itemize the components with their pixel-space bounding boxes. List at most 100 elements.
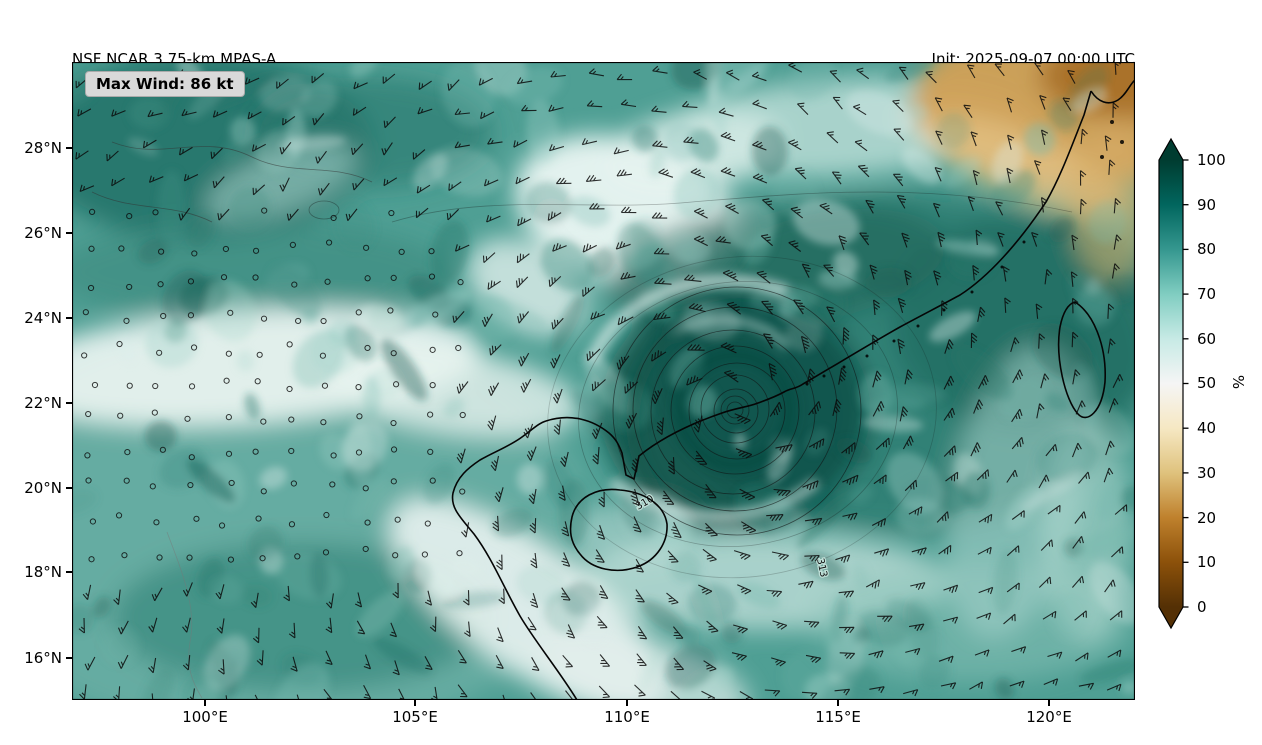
humidity-texture-blob <box>181 670 226 700</box>
humidity-texture-blob <box>259 76 310 112</box>
wind-barb <box>715 235 731 244</box>
wind-barb <box>800 335 810 354</box>
wind-barb <box>1106 683 1122 692</box>
calm-wind-circle <box>390 446 398 453</box>
humidity-texture-blob <box>92 596 111 618</box>
wind-barb <box>1040 373 1050 389</box>
wind-barb <box>925 70 937 84</box>
wind-barb <box>1012 369 1024 384</box>
wind-barb <box>383 177 398 187</box>
x-axis-label-100e: 100°E <box>182 708 228 726</box>
wind-barb <box>1107 303 1115 319</box>
calm-wind-circle <box>227 556 235 563</box>
wind-barb <box>741 521 757 534</box>
wind-barb <box>804 517 823 526</box>
wind-barb <box>352 178 365 191</box>
wind-barb <box>1105 440 1115 456</box>
wind-barb <box>826 131 839 144</box>
wind-barb <box>859 232 870 246</box>
wind-barb <box>486 215 501 223</box>
y-axis-label-26n: 26°N <box>24 224 62 242</box>
humidity-texture-blob <box>351 478 389 520</box>
wind-barb <box>558 485 566 501</box>
humidity-texture-blob <box>638 650 660 695</box>
calm-wind-circle <box>118 245 125 252</box>
calm-wind-circle <box>252 448 259 455</box>
calm-wind-circle <box>286 385 293 393</box>
wind-barb <box>1109 610 1123 621</box>
wind-barb <box>790 206 804 219</box>
wind-barb <box>808 438 825 450</box>
humidity-texture-blob <box>269 264 322 319</box>
wind-barb <box>290 656 298 672</box>
wind-barb <box>482 252 496 264</box>
wind-barb <box>1006 469 1018 483</box>
wind-barb <box>794 167 807 180</box>
wind-barb <box>317 182 330 196</box>
wind-barb <box>944 339 954 354</box>
wind-barb <box>1006 167 1014 184</box>
wind-barb <box>1040 539 1054 551</box>
colorbar-extend-top <box>1159 139 1183 160</box>
wind-barb <box>517 217 532 227</box>
wind-barb <box>1006 582 1020 593</box>
wind-barb <box>771 657 786 667</box>
wind-barb <box>686 375 703 386</box>
calm-wind-circle <box>429 477 436 484</box>
wind-barb <box>111 177 125 187</box>
wind-barb <box>1006 97 1014 113</box>
wind-barb <box>616 169 632 177</box>
humidity-texture-blob <box>259 466 288 490</box>
wind-barb <box>764 689 781 697</box>
humidity-texture-blob <box>540 239 594 292</box>
wind-barb <box>585 174 602 182</box>
humidity-texture-blob <box>356 590 404 638</box>
wind-barb <box>752 99 767 110</box>
wind-barb <box>966 64 976 79</box>
wind-barb <box>977 546 992 555</box>
humidity-texture-blob <box>999 377 1048 422</box>
wind-barb <box>1070 271 1078 287</box>
humidity-texture-blob <box>161 270 209 325</box>
wind-barb <box>1011 437 1024 450</box>
calm-wind-circle <box>126 213 133 220</box>
wind-barb <box>78 617 85 634</box>
wind-barb <box>832 96 843 110</box>
wind-barb <box>718 107 734 117</box>
humidity-texture-blob <box>423 463 456 505</box>
humidity-texture-blob <box>140 667 174 700</box>
wind-barb <box>943 375 955 390</box>
wind-barb <box>518 352 530 367</box>
colorbar-ticks <box>1183 159 1189 608</box>
wind-barb <box>826 306 836 323</box>
wind-barb <box>766 589 783 598</box>
humidity-texture-blob <box>516 463 543 495</box>
calm-wind-circle <box>225 414 232 421</box>
wind-barb <box>631 455 640 473</box>
wind-barb <box>582 243 597 253</box>
wind-barb <box>216 618 225 634</box>
wind-barb <box>1103 467 1114 483</box>
wind-barb <box>733 624 748 634</box>
humidity-texture-blob <box>886 451 943 514</box>
humidity-texture-blob <box>350 62 379 79</box>
y-axis-label-18n: 18°N <box>24 563 62 581</box>
wind-barb <box>871 518 887 528</box>
wind-barb <box>1036 403 1045 419</box>
wind-barb <box>772 620 788 630</box>
wind-barb <box>283 585 290 602</box>
wind-barb <box>415 207 429 219</box>
calm-wind-circle <box>186 554 193 561</box>
wind-barb <box>515 176 530 185</box>
wind-barb <box>1031 231 1039 247</box>
wind-barb <box>793 299 805 315</box>
wind-barb <box>945 471 959 482</box>
wind-barb <box>1078 682 1095 690</box>
calm-wind-circle <box>260 315 268 322</box>
humidity-texture-blob <box>1078 525 1135 557</box>
humidity-texture-blob <box>588 247 616 278</box>
wind-barb <box>591 422 603 440</box>
wind-barb <box>531 657 540 671</box>
wind-barb <box>1071 575 1085 588</box>
calm-wind-circle <box>290 480 297 487</box>
